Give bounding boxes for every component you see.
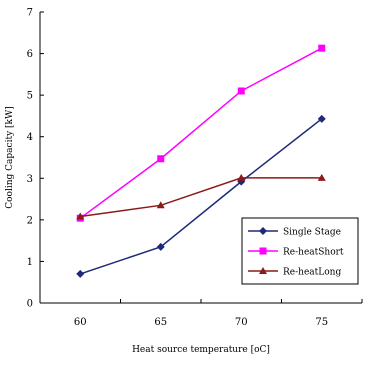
x-ticks: 60 65 70 75 xyxy=(39,299,363,328)
data-point xyxy=(259,247,267,255)
y-tick-label: 4 xyxy=(27,132,33,143)
data-point xyxy=(157,155,165,163)
y-tick-label: 0 xyxy=(27,299,33,310)
data-point xyxy=(237,173,246,181)
x-axis-title: Heat source temperature [oC] xyxy=(132,345,270,355)
y-tick-label: 6 xyxy=(27,49,33,60)
data-point xyxy=(237,87,245,95)
x-tick-label: 75 xyxy=(315,317,328,328)
data-point xyxy=(317,173,326,181)
data-point xyxy=(318,44,326,52)
y-axis-title: Cooling Capacity [kW] xyxy=(5,106,15,209)
y-tick-label: 3 xyxy=(27,174,33,185)
legend-label: Single Stage xyxy=(283,228,341,238)
data-point xyxy=(259,227,267,235)
y-tick-label: 7 xyxy=(27,8,33,19)
x-tick-label: 65 xyxy=(154,317,167,328)
series-line xyxy=(80,177,322,218)
data-point xyxy=(156,242,165,251)
data-point xyxy=(76,269,85,278)
data-point xyxy=(317,114,326,123)
series-line xyxy=(80,118,323,275)
series-line xyxy=(79,47,323,219)
y-tick-label: 5 xyxy=(27,91,33,102)
series-re-heatshort xyxy=(76,44,326,222)
y-tick-label: 1 xyxy=(27,257,33,268)
series-layer xyxy=(76,44,326,278)
y-tick-label: 2 xyxy=(27,215,33,226)
y-ticks: 0 1 2 3 4 5 6 7 xyxy=(27,8,44,310)
data-point xyxy=(76,212,85,220)
legend-item: Single Stage xyxy=(248,227,341,238)
data-point xyxy=(156,201,165,209)
x-tick-label: 70 xyxy=(235,317,248,328)
data-point xyxy=(259,267,267,274)
legend-item: Re-heatShort xyxy=(248,247,344,258)
legend-item: Re-heatLong xyxy=(248,267,341,278)
x-tick-label: 60 xyxy=(74,317,87,328)
series-re-heatlong xyxy=(76,173,326,220)
legend-label: Re-heatLong xyxy=(283,268,341,278)
legend: Single Stage Re-heatShort Re-heatLong xyxy=(241,217,359,285)
legend-label: Re-heatShort xyxy=(283,248,344,258)
